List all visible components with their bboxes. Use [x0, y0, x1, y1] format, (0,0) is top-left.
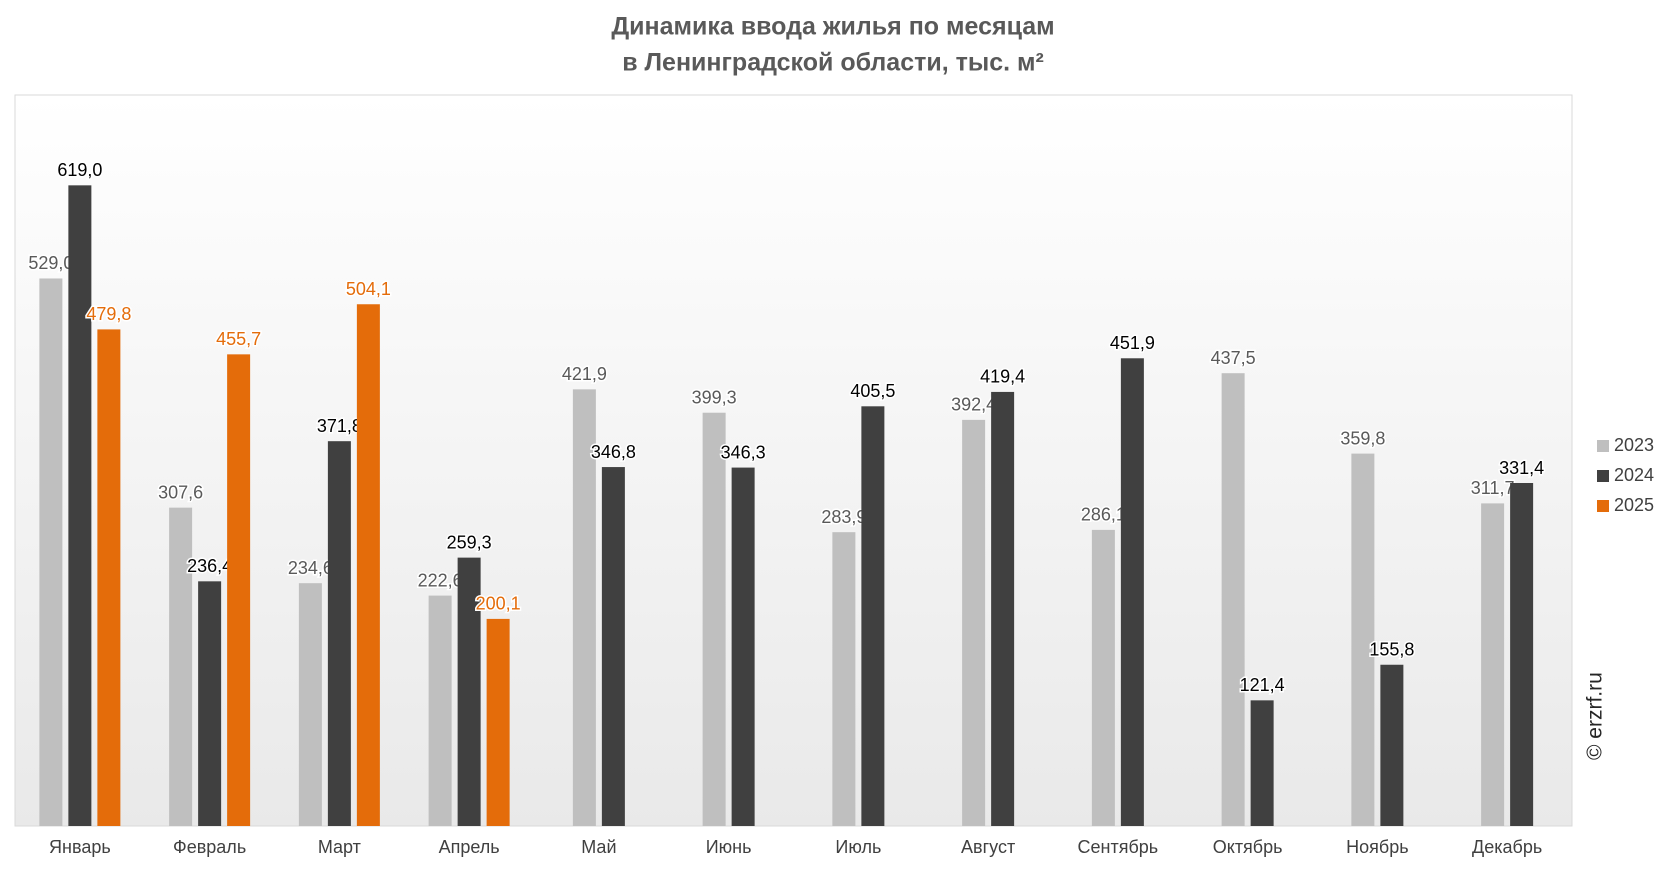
value-label: 346,3: [721, 442, 766, 462]
bar: [1510, 483, 1534, 826]
value-label: 311,7: [1471, 478, 1515, 498]
value-label: 392,4: [951, 395, 996, 415]
bar: [169, 507, 193, 826]
x-tick-label: Октябрь: [1213, 837, 1283, 857]
value-label: 619,0: [57, 160, 102, 180]
bar: [1091, 529, 1115, 826]
bar: [1351, 453, 1375, 826]
bar: [601, 467, 625, 826]
bar: [428, 595, 452, 826]
bar: [861, 406, 885, 826]
value-label: 331,4: [1499, 458, 1544, 478]
value-label: 346,8: [591, 442, 636, 462]
plot-area: [14, 94, 1573, 827]
bar: [572, 389, 596, 826]
value-label: 405,5: [850, 381, 895, 401]
chart-title: в Ленинградской области, тыс. м²: [622, 49, 1044, 77]
value-label: 479,8: [86, 304, 131, 324]
x-tick-label: Май: [581, 837, 616, 857]
legend-swatch: [1597, 440, 1609, 452]
bar: [1221, 373, 1245, 826]
value-label: 155,8: [1369, 639, 1414, 659]
x-tick-label: Август: [961, 837, 1015, 857]
chart-title: Динамика ввода жилья по месяцам: [611, 13, 1054, 41]
value-label: 359,8: [1340, 428, 1385, 448]
value-label: 307,6: [158, 482, 203, 502]
bar: [832, 532, 856, 826]
bar: [991, 391, 1015, 826]
x-tick-label: Ноябрь: [1346, 837, 1408, 857]
value-label: 399,3: [692, 387, 737, 407]
bar: [39, 278, 63, 826]
bar: [457, 557, 481, 826]
legend-label: 2025: [1614, 495, 1654, 515]
value-label: 286,1: [1081, 505, 1126, 525]
value-label: 421,9: [562, 364, 607, 384]
bar: [68, 185, 92, 826]
x-tick-label: Январь: [49, 837, 111, 857]
bar: [1250, 700, 1274, 826]
value-label: 283,9: [821, 507, 866, 527]
value-label: 121,4: [1240, 675, 1285, 695]
bar: [731, 467, 755, 826]
value-label: 437,5: [1211, 348, 1256, 368]
value-label: 419,4: [980, 367, 1025, 387]
bar: [1380, 664, 1404, 826]
value-label: 200,1: [476, 594, 521, 614]
bar: [1481, 503, 1505, 826]
copyright: © erzrf.ru: [1584, 672, 1607, 760]
x-tick-label: Март: [318, 837, 361, 857]
value-label: 504,1: [346, 279, 391, 299]
value-label: 236,4: [187, 556, 232, 576]
x-tick-label: Декабрь: [1472, 837, 1542, 857]
bar: [227, 354, 251, 826]
value-label: 234,6: [288, 558, 333, 578]
bar: [1120, 358, 1144, 826]
legend-label: 2024: [1614, 465, 1654, 485]
x-tick-label: Февраль: [173, 837, 246, 857]
value-label: 455,7: [216, 329, 261, 349]
value-label: 371,8: [317, 416, 362, 436]
bar: [97, 329, 121, 826]
value-label: 222,6: [418, 570, 463, 590]
bar: [486, 618, 510, 826]
value-label: 451,9: [1110, 333, 1155, 353]
value-label: 259,3: [447, 532, 492, 552]
bar: [298, 583, 322, 826]
x-tick-label: Апрель: [439, 837, 500, 857]
legend-swatch: [1597, 470, 1609, 482]
x-tick-label: Июнь: [706, 837, 752, 857]
bar: [356, 304, 380, 827]
bar: [327, 441, 351, 826]
x-tick-label: Сентябрь: [1078, 837, 1159, 857]
legend-swatch: [1597, 500, 1609, 512]
value-label: 529,0: [28, 253, 73, 273]
x-tick-label: Июль: [835, 837, 881, 857]
bar: [962, 419, 986, 826]
bar: [198, 581, 222, 826]
bar: [702, 412, 726, 826]
legend-label: 2023: [1614, 435, 1654, 455]
